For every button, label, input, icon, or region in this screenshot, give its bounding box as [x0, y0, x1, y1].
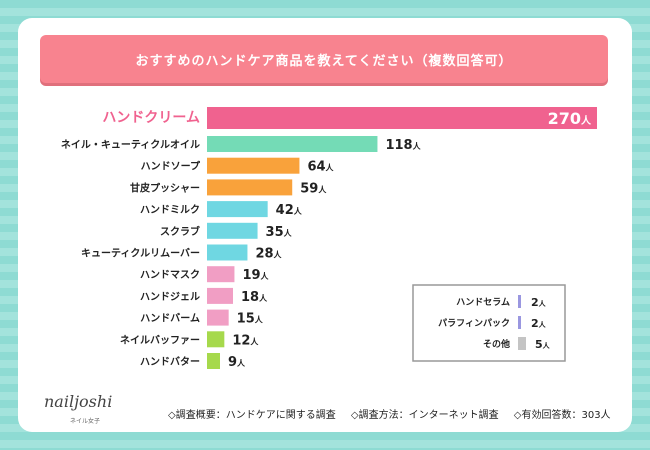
- inset-label: ハンドセラム: [456, 297, 510, 308]
- inset-bar: [518, 316, 521, 329]
- unit: 人: [543, 341, 551, 350]
- inset-box: [412, 284, 566, 362]
- value-label: 42人: [276, 203, 303, 218]
- unit: 人: [539, 320, 547, 329]
- value-label: 35人: [266, 225, 293, 240]
- value-label: 15人: [237, 312, 264, 327]
- inset-value: 2人: [531, 317, 547, 330]
- unit: 人: [318, 184, 327, 194]
- inset-bar: [518, 337, 526, 350]
- inset-label: その他: [483, 338, 510, 350]
- category-label: ネイル・キューティクルオイル: [61, 139, 200, 151]
- bar: [207, 136, 378, 152]
- inset-label: パラフィンパック: [438, 317, 510, 329]
- logo: nailjoshi: [44, 392, 113, 411]
- unit: 人: [294, 206, 303, 216]
- value-label: 9人: [228, 355, 246, 370]
- bar: [207, 201, 268, 218]
- value-label: 28人: [255, 247, 282, 262]
- category-label: ネイルバッファー: [120, 334, 200, 346]
- bar: [207, 157, 300, 174]
- footer: ◇調査概要：ハンドケアに関する調査 ◇調査方法：インターネット調査 ◇有効回答数…: [168, 406, 623, 421]
- bar: [207, 266, 235, 283]
- value-label: 270人: [548, 109, 592, 128]
- unit: 人: [250, 336, 259, 346]
- bar: [207, 107, 597, 129]
- unit: 人: [259, 293, 268, 303]
- inset-value: 5人: [535, 338, 551, 351]
- category-label: ハンドクリーム: [102, 110, 200, 126]
- value-label: 64人: [307, 160, 334, 175]
- chart-title: おすすめのハンドケア商品を教えてください（複数回答可）: [40, 35, 608, 83]
- bar: [207, 244, 248, 261]
- bar: [207, 331, 225, 348]
- footer-count: ◇有効回答数：303人: [513, 410, 611, 421]
- category-label: ハンドミルク: [140, 204, 200, 216]
- bar: [207, 353, 220, 369]
- unit: 人: [581, 114, 592, 127]
- unit: 人: [255, 315, 264, 325]
- unit: 人: [413, 141, 422, 151]
- category-label: キューティクルリムーバー: [81, 248, 200, 260]
- footer-method: ◇調査方法：インターネット調査: [350, 410, 499, 421]
- bar: [207, 287, 233, 304]
- category-label: ハンドマスク: [140, 269, 200, 281]
- unit: 人: [261, 271, 270, 281]
- value-label: 12人: [232, 333, 259, 348]
- unit: 人: [274, 250, 283, 260]
- unit: 人: [326, 163, 335, 173]
- unit: 人: [284, 228, 293, 238]
- footer-overview: ◇調査概要：ハンドケアに関する調査: [168, 410, 336, 421]
- bar: [207, 222, 258, 239]
- logo-sub: ネイル女子: [70, 418, 101, 425]
- value-label: 19人: [242, 268, 269, 283]
- category-label: ハンドジェル: [140, 291, 200, 303]
- inset-value: 2人: [531, 296, 547, 309]
- card: [18, 18, 632, 432]
- value-label: 59人: [300, 181, 327, 196]
- category-label: ハンドバター: [140, 356, 200, 368]
- unit: 人: [237, 358, 246, 368]
- category-label: スクラブ: [160, 225, 200, 238]
- value-label: 18人: [241, 290, 268, 305]
- bar: [207, 309, 229, 326]
- bar: [207, 179, 293, 196]
- category-label: 甘皮プッシャー: [130, 181, 200, 194]
- unit: 人: [539, 299, 547, 308]
- inset-bar: [518, 295, 521, 308]
- category-label: ハンドソープ: [141, 160, 201, 173]
- category-label: ハンドバーム: [140, 313, 200, 325]
- value-label: 118人: [385, 138, 421, 153]
